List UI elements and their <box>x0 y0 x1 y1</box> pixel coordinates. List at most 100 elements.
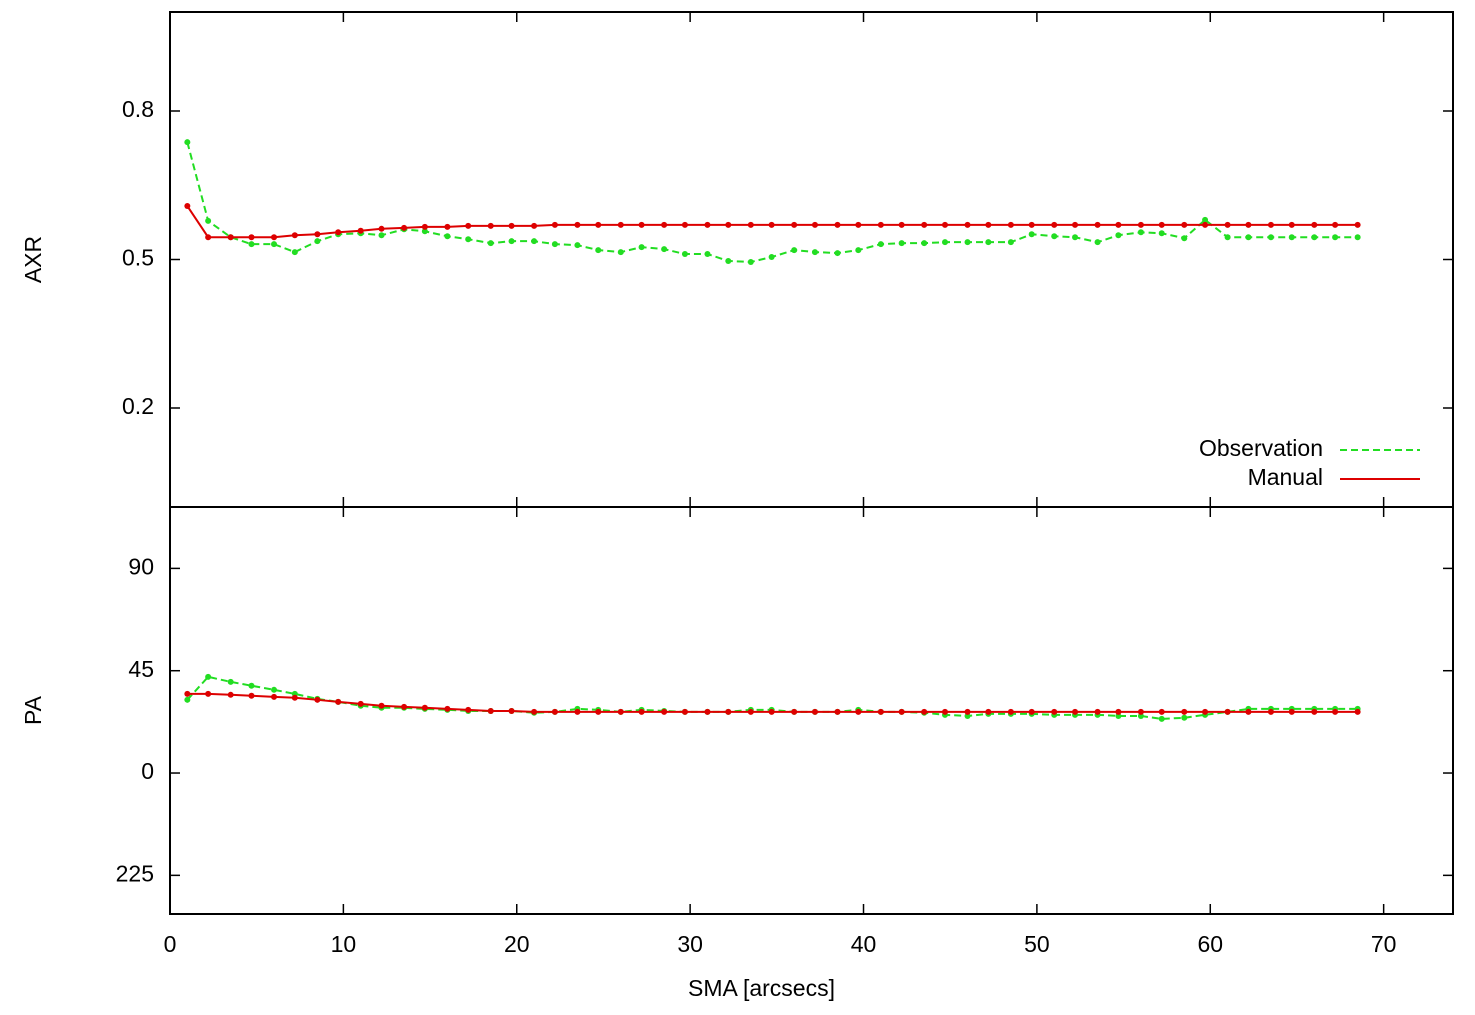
data-point <box>768 708 775 715</box>
data-point <box>508 222 515 229</box>
plot-frame <box>169 11 1454 508</box>
data-point <box>1181 221 1188 228</box>
data-point <box>248 692 255 699</box>
data-point <box>942 708 949 715</box>
data-point <box>921 240 928 247</box>
data-point <box>1332 708 1339 715</box>
data-point <box>1224 234 1231 241</box>
data-point <box>401 224 408 231</box>
y-tick-label: 0 <box>141 758 154 784</box>
data-point <box>768 221 775 228</box>
data-point <box>1028 221 1035 228</box>
data-point <box>1224 708 1231 715</box>
data-point <box>1158 715 1165 722</box>
data-point <box>401 703 408 710</box>
data-point <box>444 705 451 712</box>
data-point <box>1181 708 1188 715</box>
data-point <box>378 232 385 239</box>
data-point <box>1007 708 1014 715</box>
data-point <box>574 242 581 249</box>
data-point <box>531 238 538 245</box>
data-point <box>661 708 668 715</box>
data-point <box>227 678 234 685</box>
data-point <box>378 702 385 709</box>
data-point <box>725 221 732 228</box>
data-point <box>1137 221 1144 228</box>
data-point <box>617 249 624 256</box>
data-point <box>921 221 928 228</box>
data-point <box>1267 708 1274 715</box>
data-point <box>314 231 321 238</box>
data-point <box>421 223 428 230</box>
series-line <box>186 141 1358 263</box>
data-point <box>487 240 494 247</box>
data-point <box>942 221 949 228</box>
x-tick-label: 70 <box>1371 931 1397 957</box>
data-point <box>1245 708 1252 715</box>
data-point <box>1354 234 1361 241</box>
data-point <box>681 251 688 258</box>
data-point <box>184 696 191 703</box>
data-point <box>681 708 688 715</box>
data-point <box>811 249 818 256</box>
data-point <box>184 203 191 210</box>
data-point <box>638 244 645 251</box>
data-point <box>421 704 428 711</box>
data-point <box>811 708 818 715</box>
data-point <box>1007 221 1014 228</box>
x-tick-label: 10 <box>331 931 357 957</box>
y-tick-label: 225 <box>116 860 154 886</box>
data-point <box>834 708 841 715</box>
x-tick-label: 50 <box>1024 931 1050 957</box>
data-point <box>248 682 255 689</box>
data-point <box>661 246 668 253</box>
data-point <box>1224 221 1231 228</box>
data-point <box>1181 714 1188 721</box>
data-point <box>704 708 711 715</box>
data-point <box>704 221 711 228</box>
data-point <box>1202 708 1209 715</box>
x-tick-label: 20 <box>504 931 530 957</box>
data-point <box>1137 708 1144 715</box>
data-point <box>205 217 212 224</box>
data-point <box>791 708 798 715</box>
data-point <box>1051 233 1058 240</box>
data-point <box>921 708 928 715</box>
data-point <box>487 222 494 229</box>
data-point <box>834 221 841 228</box>
y-tick-label: 90 <box>128 553 154 579</box>
data-point <box>421 228 428 235</box>
data-point <box>205 690 212 697</box>
data-point <box>378 225 385 232</box>
data-point <box>314 238 321 245</box>
data-point <box>184 690 191 697</box>
data-point <box>1028 708 1035 715</box>
data-point <box>1245 234 1252 241</box>
data-point <box>638 708 645 715</box>
data-point <box>1115 708 1122 715</box>
data-point <box>551 221 558 228</box>
data-point <box>444 223 451 230</box>
data-point <box>747 221 754 228</box>
data-point <box>531 708 538 715</box>
data-point <box>1094 221 1101 228</box>
data-point <box>595 708 602 715</box>
y-tick-label: 0.8 <box>122 96 154 122</box>
data-point <box>271 686 278 693</box>
data-point <box>551 241 558 248</box>
data-point <box>855 221 862 228</box>
data-point <box>574 221 581 228</box>
data-point <box>964 239 971 246</box>
legend-label: Observation <box>1199 435 1323 461</box>
data-point <box>314 696 321 703</box>
data-point <box>227 691 234 698</box>
data-point <box>465 222 472 229</box>
data-point <box>574 708 581 715</box>
data-point <box>291 232 298 239</box>
data-point <box>1267 234 1274 241</box>
data-point <box>725 257 732 264</box>
data-point <box>638 221 645 228</box>
data-point <box>291 249 298 256</box>
data-point <box>747 708 754 715</box>
